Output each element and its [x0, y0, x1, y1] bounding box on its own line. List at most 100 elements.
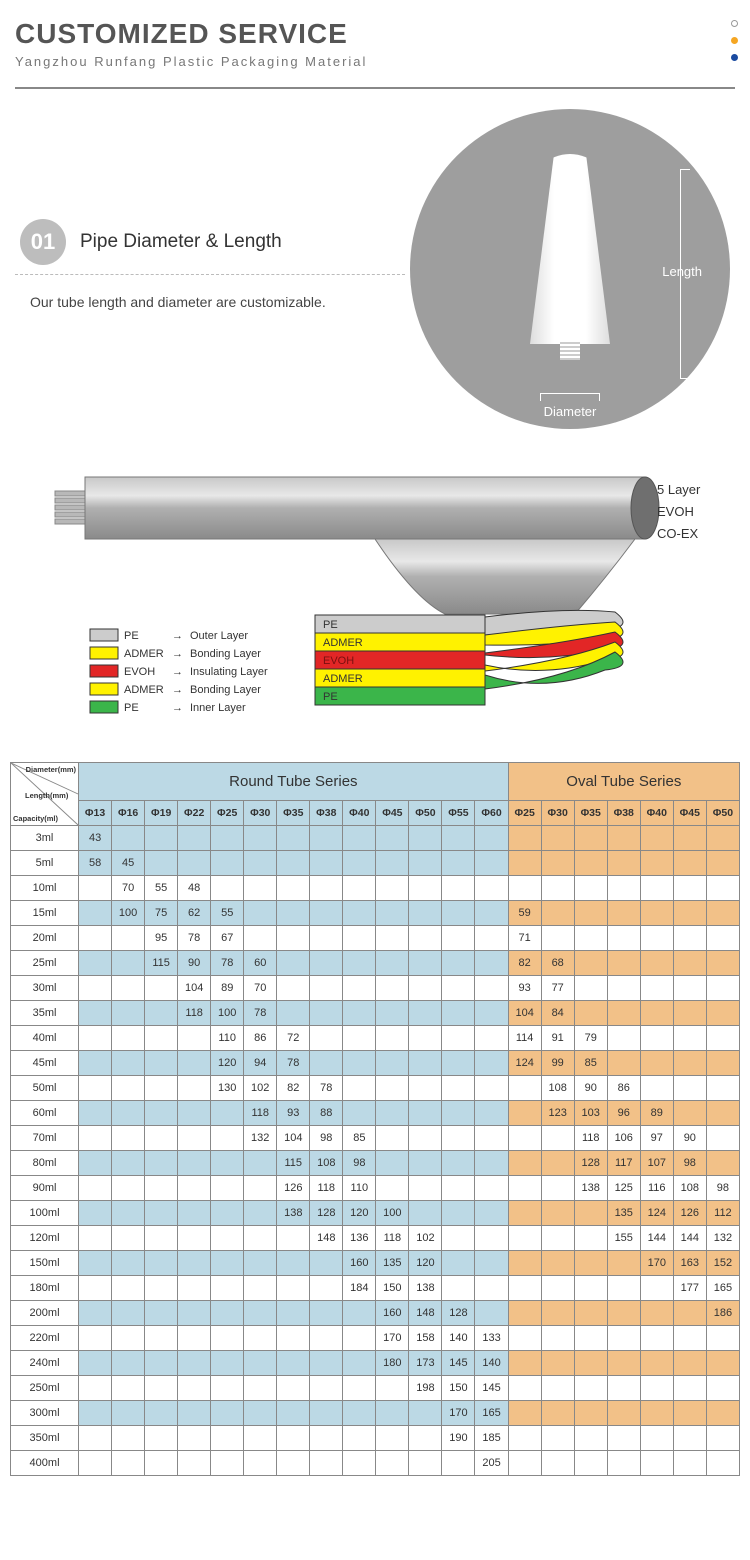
- data-cell: [178, 1326, 211, 1351]
- data-cell: [541, 876, 574, 901]
- data-cell: 100: [112, 901, 145, 926]
- data-cell: [541, 1201, 574, 1226]
- data-cell: 110: [343, 1176, 376, 1201]
- capacity-cell: 180ml: [11, 1276, 79, 1301]
- data-cell: [640, 1451, 673, 1476]
- data-cell: [640, 926, 673, 951]
- data-cell: [145, 1151, 178, 1176]
- data-cell: 198: [409, 1376, 442, 1401]
- data-cell: [112, 1126, 145, 1151]
- diameter-header: Φ35: [277, 801, 310, 826]
- data-cell: [409, 1151, 442, 1176]
- data-cell: 190: [442, 1426, 475, 1451]
- data-cell: 106: [607, 1126, 640, 1151]
- data-cell: [574, 851, 607, 876]
- data-cell: [178, 1451, 211, 1476]
- data-cell: 118: [178, 1001, 211, 1026]
- data-cell: [211, 1251, 244, 1276]
- data-cell: [607, 1301, 640, 1326]
- data-cell: [310, 1251, 343, 1276]
- data-cell: 90: [673, 1126, 706, 1151]
- data-cell: [79, 1376, 112, 1401]
- data-cell: [541, 1301, 574, 1326]
- data-cell: [574, 1426, 607, 1451]
- data-cell: [508, 1226, 541, 1251]
- data-cell: 126: [277, 1176, 310, 1201]
- diameter-header: Φ16: [112, 801, 145, 826]
- data-cell: [376, 826, 409, 851]
- svg-text:EVOH: EVOH: [657, 504, 694, 519]
- data-cell: 98: [343, 1151, 376, 1176]
- data-cell: 160: [376, 1301, 409, 1326]
- data-cell: [673, 901, 706, 926]
- svg-text:PE: PE: [323, 619, 338, 631]
- data-cell: [343, 901, 376, 926]
- data-cell: [376, 1101, 409, 1126]
- data-cell: [673, 926, 706, 951]
- data-cell: [673, 851, 706, 876]
- step-divider: [15, 274, 405, 275]
- data-cell: [244, 926, 277, 951]
- header: CUSTOMIZED SERVICE Yangzhou Runfang Plas…: [0, 0, 750, 77]
- data-cell: 78: [178, 926, 211, 951]
- svg-text:PE: PE: [323, 691, 338, 703]
- data-cell: [178, 1101, 211, 1126]
- data-cell: [244, 1376, 277, 1401]
- data-cell: [706, 851, 739, 876]
- data-cell: [112, 1326, 145, 1351]
- data-cell: 62: [178, 901, 211, 926]
- data-cell: [607, 1276, 640, 1301]
- table-row: 5ml5845: [11, 851, 740, 876]
- data-cell: [244, 1326, 277, 1351]
- data-cell: 98: [673, 1151, 706, 1176]
- data-cell: [112, 1001, 145, 1026]
- data-cell: [475, 1076, 508, 1101]
- data-cell: [211, 1451, 244, 1476]
- data-cell: [706, 1401, 739, 1426]
- data-cell: [673, 1026, 706, 1051]
- diameter-header: Φ55: [442, 801, 475, 826]
- data-cell: [277, 1301, 310, 1326]
- data-cell: [508, 1101, 541, 1126]
- data-cell: [574, 876, 607, 901]
- tube-illustration-circle: Length Diameter: [410, 109, 730, 429]
- data-cell: [706, 1151, 739, 1176]
- data-cell: [541, 1376, 574, 1401]
- data-cell: 116: [640, 1176, 673, 1201]
- data-cell: [376, 1126, 409, 1151]
- data-cell: 126: [673, 1201, 706, 1226]
- data-cell: 108: [541, 1076, 574, 1101]
- data-cell: [145, 1251, 178, 1276]
- data-cell: [310, 951, 343, 976]
- data-cell: [475, 1226, 508, 1251]
- capacity-cell: 60ml: [11, 1101, 79, 1126]
- data-cell: 89: [640, 1101, 673, 1126]
- data-cell: 110: [211, 1026, 244, 1051]
- data-cell: [112, 1151, 145, 1176]
- data-cell: [541, 826, 574, 851]
- data-cell: [442, 876, 475, 901]
- data-cell: [508, 1351, 541, 1376]
- data-cell: [508, 1176, 541, 1201]
- data-cell: [343, 1351, 376, 1376]
- data-cell: [673, 1301, 706, 1326]
- data-cell: [541, 1276, 574, 1301]
- data-cell: [607, 851, 640, 876]
- data-cell: [640, 1076, 673, 1101]
- data-cell: [442, 1001, 475, 1026]
- data-cell: [541, 1426, 574, 1451]
- table-row: 90ml12611811013812511610898: [11, 1176, 740, 1201]
- data-cell: [475, 1151, 508, 1176]
- data-cell: [607, 1426, 640, 1451]
- data-cell: [244, 1251, 277, 1276]
- data-cell: 186: [706, 1301, 739, 1326]
- table-row: 120ml148136118102155144144132: [11, 1226, 740, 1251]
- data-cell: [508, 1326, 541, 1351]
- data-cell: [79, 1226, 112, 1251]
- data-cell: [640, 1301, 673, 1326]
- capacity-cell: 100ml: [11, 1201, 79, 1226]
- data-cell: [343, 1451, 376, 1476]
- data-cell: [79, 1026, 112, 1051]
- data-cell: [178, 1176, 211, 1201]
- data-cell: [574, 1376, 607, 1401]
